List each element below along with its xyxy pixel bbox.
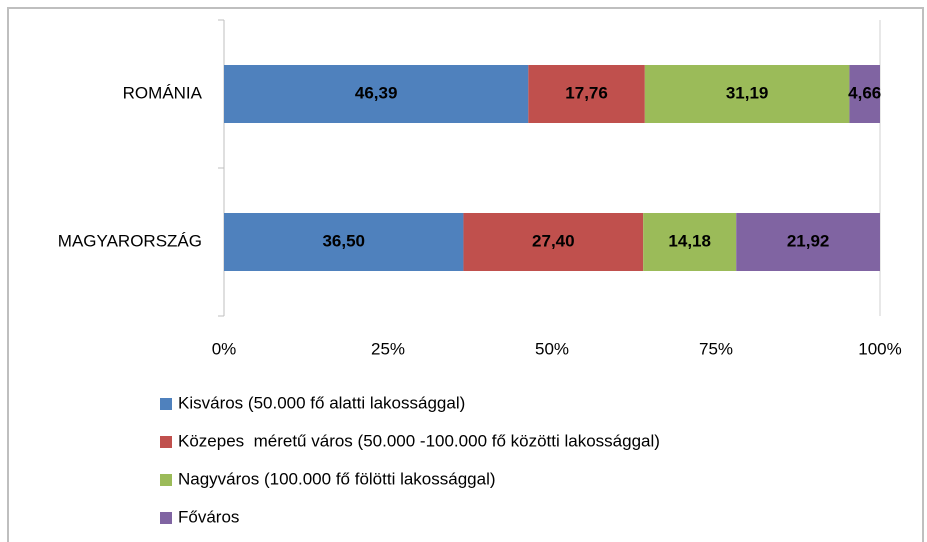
value-label: 17,76 [565,83,608,102]
legend-label: Főváros [178,507,239,526]
value-label: 14,18 [668,231,711,250]
legend-swatch [160,436,172,448]
x-tick-label: 50% [535,339,569,358]
value-label: 31,19 [726,83,769,102]
bar-segment [736,213,880,271]
bar-segment [528,65,645,123]
x-tick-label: 25% [371,339,405,358]
bar-segment [224,213,464,271]
chart-frame [7,7,924,542]
bar-segment [644,65,850,123]
bar-segment [224,65,529,123]
bar-segment [643,213,737,271]
y-tick-label: ROMÁNIA [123,83,203,102]
legend-label: Nagyváros (100.000 fő fölötti lakosságga… [178,469,496,488]
y-tick-label: MAGYARORSZÁG [58,231,202,250]
legend-swatch [160,398,172,410]
x-tick-label: 75% [699,339,733,358]
value-label: 27,40 [532,231,575,250]
legend-label: Közepes méretű város (50.000 -100.000 fő… [178,431,660,450]
value-label: 4,66 [848,83,881,102]
value-label: 21,92 [787,231,830,250]
x-tick-label: 0% [212,339,237,358]
value-label: 36,50 [322,231,365,250]
value-label: 46,39 [355,83,398,102]
bar-segment [849,65,880,123]
x-tick-label: 100% [858,339,901,358]
legend-label: Kisváros (50.000 fő alatti lakossággal) [178,393,465,412]
legend-swatch [160,474,172,486]
legend-swatch [160,512,172,524]
bar-segment [463,213,644,271]
